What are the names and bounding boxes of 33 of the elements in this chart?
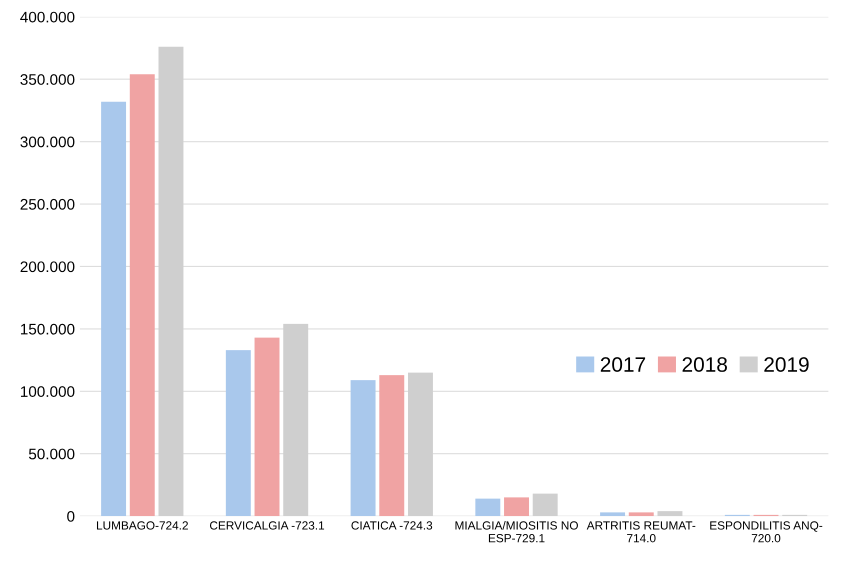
y-tick-label: 150.000 bbox=[20, 324, 74, 335]
bar bbox=[379, 375, 404, 516]
x-tick-label: CIATICA -724.3 bbox=[351, 521, 432, 530]
y-tick-label: 400.000 bbox=[20, 12, 74, 23]
legend-label: 2018 bbox=[682, 357, 727, 372]
x-tick-label: LUMBAGO-724.2 bbox=[96, 521, 188, 530]
x-tick-label: MIALGIA/MIOSITIS NO ESP-729.1 bbox=[455, 520, 578, 542]
bar bbox=[628, 512, 654, 516]
y-tick-label: 0 bbox=[67, 510, 74, 522]
x-tick-label: ESPONDILITIS ANQ- 720.0 bbox=[710, 521, 822, 542]
bar bbox=[254, 338, 280, 516]
y-tick-label: 300.000 bbox=[20, 136, 74, 148]
legend-label: 2019 bbox=[764, 357, 809, 372]
bar bbox=[283, 324, 308, 516]
bar bbox=[504, 497, 529, 516]
bar bbox=[532, 494, 558, 516]
y-tick-label: 350.000 bbox=[20, 74, 74, 85]
y-tick-label: 50.000 bbox=[28, 448, 74, 460]
bar bbox=[657, 511, 682, 516]
bar bbox=[475, 498, 500, 516]
y-tick-label: 100.000 bbox=[20, 386, 74, 397]
x-tick-label: ARTRITIS REUMAT- 714.0 bbox=[586, 521, 696, 542]
bar bbox=[158, 46, 184, 516]
bar bbox=[101, 102, 126, 516]
legend-label: 2017 bbox=[600, 357, 646, 372]
x-tick-label: CERVICALGIA -723.1 bbox=[210, 521, 324, 530]
bar bbox=[350, 380, 376, 516]
bar bbox=[600, 512, 626, 516]
y-tick-label: 250.000 bbox=[20, 198, 74, 210]
bar bbox=[408, 372, 433, 516]
y-tick-label: 200.000 bbox=[20, 261, 74, 272]
bar bbox=[226, 350, 251, 516]
bar bbox=[130, 74, 155, 516]
